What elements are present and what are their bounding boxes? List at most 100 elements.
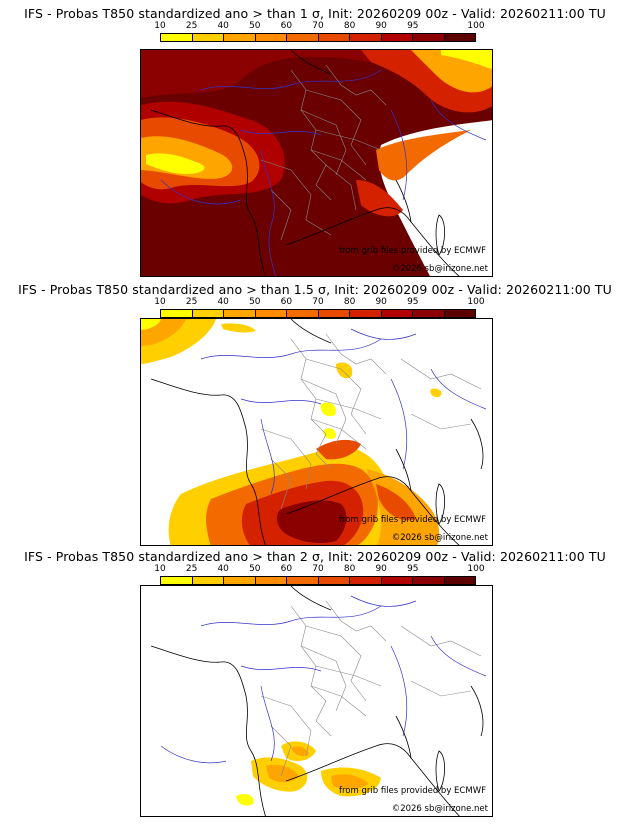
colorbar [160, 309, 476, 318]
colorbar-tick: 90 [375, 564, 387, 574]
colorbar-tick: 95 [407, 564, 419, 574]
map-canvas [141, 50, 492, 276]
colorbar-tick: 60 [280, 21, 293, 31]
colorbar-segment [413, 34, 445, 41]
colorbar-segment [192, 34, 224, 41]
colorbar-segment [413, 577, 445, 584]
rivers [160, 69, 487, 276]
prob-field-10 [441, 50, 492, 70]
colorbar-segment [350, 310, 382, 317]
data-source-credit: from grib files provided by ECMWF [339, 515, 486, 525]
prob-field-80 [356, 180, 403, 217]
data-source-credit: from grib files provided by ECMWF [339, 786, 486, 796]
colorbar-tick: 50 [249, 564, 261, 574]
prob-field-40 [291, 746, 309, 756]
prob-field-10 [320, 402, 337, 417]
colorbar [160, 33, 476, 42]
colorbar-segment [318, 577, 350, 584]
colorbar-segment [161, 34, 193, 41]
admin-borders [260, 64, 387, 241]
colorbar-segment [444, 310, 475, 317]
colorbar-segment [224, 577, 256, 584]
forecast-panel-2sigma: IFS - Probas T850 standardized ano > tha… [0, 543, 630, 817]
colorbar-tick: 50 [249, 297, 261, 307]
prob-field-10 [146, 153, 205, 174]
colorbar-tick: 40 [217, 21, 229, 31]
probability-map: from grib files provided by ECMWF ©2026 … [140, 49, 493, 277]
colorbar-segment [381, 577, 413, 584]
prob-field-70 [376, 484, 416, 521]
prob-field-10 [236, 793, 254, 806]
prob-field-25 [430, 388, 442, 398]
colorbar-ticks: 10 25 40 50 60 70 80 90 95 100 [154, 564, 484, 575]
colorbar-segment [224, 310, 256, 317]
coastline [150, 586, 484, 816]
colorbar-ticks: 10 25 40 50 60 70 80 90 95 100 [154, 21, 484, 32]
colorbar-segment [255, 577, 287, 584]
data-source-credit: from grib files provided by ECMWF [339, 246, 486, 256]
coastline [150, 319, 484, 545]
colorbar-tick: 60 [280, 564, 293, 574]
panel-title: IFS - Probas T850 standardized ano > tha… [18, 282, 612, 297]
colorbar-tick: 80 [343, 297, 356, 307]
colorbar-tick: 50 [249, 21, 261, 31]
prob-field-25 [221, 323, 256, 333]
admin-borders [260, 600, 482, 777]
colorbar-segment [318, 34, 350, 41]
colorbar-tick: 40 [217, 564, 229, 574]
colorbar-tick: 95 [407, 21, 419, 31]
colorbar-tick: 90 [375, 297, 387, 307]
colorbar-segment [287, 310, 319, 317]
colorbar-tick: 90 [375, 21, 387, 31]
colorbar-segment [350, 577, 382, 584]
colorbar-tick: 100 [467, 297, 485, 307]
colorbar-segment [318, 310, 350, 317]
copyright-notice: ©2026 sb@irizone.net [391, 804, 488, 814]
colorbar-tick: 70 [312, 564, 324, 574]
admin-borders [260, 333, 482, 510]
colorbar-tick: 40 [217, 297, 229, 307]
prob-field-40 [266, 764, 299, 783]
colorbar-segment [381, 310, 413, 317]
rivers [200, 328, 487, 495]
copyright-notice: ©2026 sb@irizone.net [391, 533, 488, 543]
colorbar-segment [287, 34, 319, 41]
rivers [160, 595, 487, 764]
colorbar-segment [350, 34, 382, 41]
colorbar-segment [444, 34, 475, 41]
map-canvas [141, 586, 492, 816]
prob-field-25 [336, 362, 353, 379]
colorbar-tick: 10 [154, 564, 166, 574]
map-canvas [141, 319, 492, 545]
colorbar [160, 576, 476, 585]
forecast-panel-1-5sigma: IFS - Probas T850 standardized ano > tha… [0, 276, 630, 546]
colorbar-segment [224, 34, 256, 41]
forecast-panel-1sigma: IFS - Probas T850 standardized ano > tha… [0, 0, 630, 277]
colorbar-tick: 70 [312, 21, 324, 31]
colorbar-ticks: 10 25 40 50 60 70 80 90 95 100 [154, 297, 484, 308]
colorbar-segment [444, 577, 475, 584]
colorbar-tick: 60 [280, 297, 293, 307]
colorbar-segment [255, 34, 287, 41]
colorbar-segment [192, 310, 224, 317]
colorbar-segment [287, 577, 319, 584]
colorbar-segment [255, 310, 287, 317]
prob-field-10 [323, 428, 337, 439]
probability-map: from grib files provided by ECMWF ©2026 … [140, 318, 493, 546]
colorbar-tick: 70 [312, 297, 324, 307]
colorbar-tick: 95 [407, 297, 419, 307]
colorbar-segment [192, 577, 224, 584]
prob-field-10 [141, 319, 161, 330]
colorbar-tick: 25 [185, 297, 198, 307]
colorbar-tick: 25 [185, 564, 198, 574]
colorbar-segment [381, 34, 413, 41]
prob-field-40 [331, 774, 369, 789]
colorbar-tick: 10 [154, 297, 166, 307]
colorbar-tick: 100 [467, 21, 485, 31]
coastline [150, 50, 460, 276]
colorbar-tick: 100 [467, 564, 485, 574]
prob-field-60 [376, 130, 471, 181]
colorbar-tick: 80 [343, 564, 356, 574]
panel-title: IFS - Probas T850 standardized ano > tha… [24, 549, 606, 564]
colorbar-segment [161, 577, 193, 584]
